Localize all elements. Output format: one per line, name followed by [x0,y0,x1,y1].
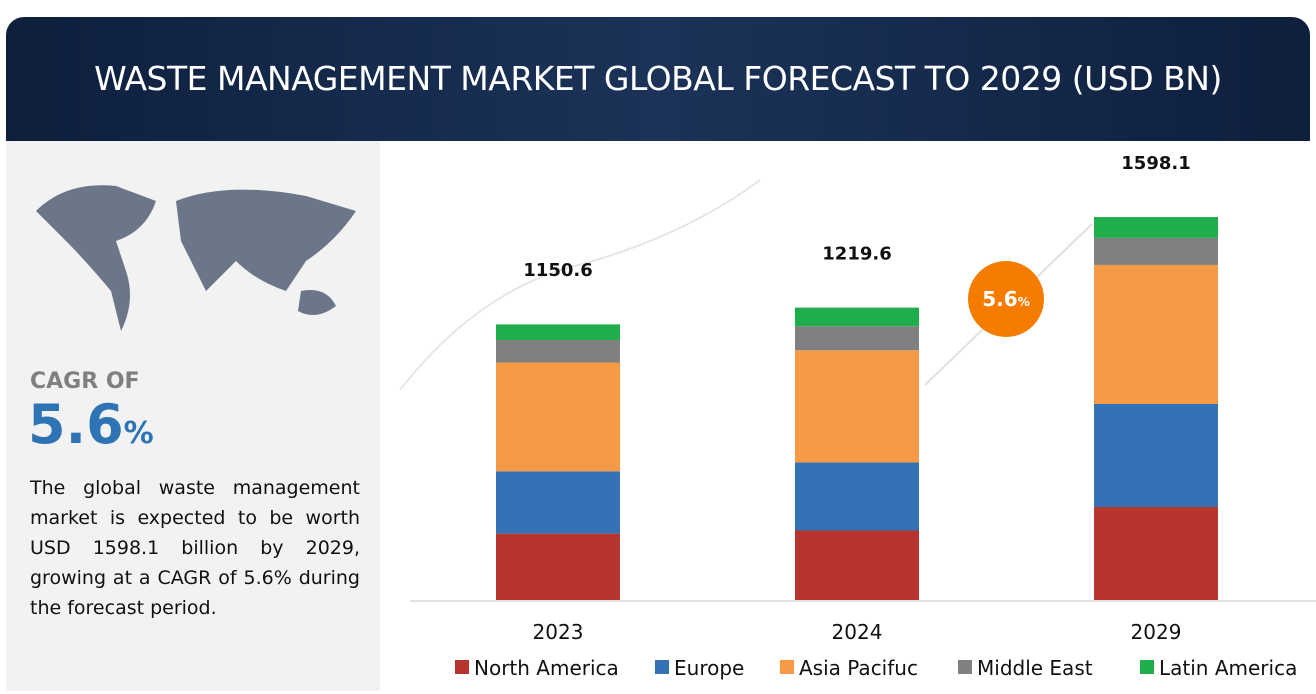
cagr-number: 5.6 [28,393,124,456]
legend-label: Middle East [977,656,1093,680]
legend-label: North America [474,656,619,680]
bar-segment [795,326,919,351]
total-label: 1598.1 [1121,153,1190,174]
total-label: 1150.6 [523,260,592,281]
legend-label: Latin America [1159,656,1297,680]
bar-segment [496,471,620,534]
x-tick-label: 2024 [832,620,883,644]
title: WASTE MANAGEMENT MARKET GLOBAL FORECAST … [94,59,1222,98]
bar-segment [1094,237,1218,265]
bar-segment [496,339,620,363]
cagr-unit: % [123,416,154,451]
cagr-badge [968,261,1044,337]
world-map [36,185,356,331]
legend-label: Asia Pacifuc [799,656,918,680]
bar-segment [496,324,620,340]
bar-segment [795,307,919,327]
legend-swatch [958,660,972,674]
x-tick-label: 2023 [533,620,584,644]
header: WASTE MANAGEMENT MARKET GLOBAL FORECAST … [6,17,1310,141]
description: The global waste management market is ex… [30,477,360,619]
legend-swatch [655,660,669,674]
bar-segment [795,350,919,463]
bar-segment [1094,264,1218,404]
x-tick-label: 2029 [1131,620,1182,644]
bar-segment [795,530,919,600]
badge-text: 5.6% [982,287,1029,311]
total-label: 1219.6 [822,244,891,265]
legend-swatch [780,660,794,674]
legend-label: Europe [674,656,744,680]
side-panel: CAGR OF 5.6% The global waste management… [6,141,380,691]
bar-segment [496,362,620,472]
bar-segment [496,533,620,600]
cagr-value: 5.6% [28,393,154,456]
badge-number: 5.6 [982,287,1017,311]
bar-segment [1094,507,1218,600]
badge-unit: % [1018,295,1030,309]
bar-segment [1094,403,1218,508]
cagr-label: CAGR OF [30,369,140,394]
bar-segment [795,462,919,531]
legend-swatch [1140,660,1154,674]
legend-swatch [455,660,469,674]
bar-segment [1094,217,1218,238]
